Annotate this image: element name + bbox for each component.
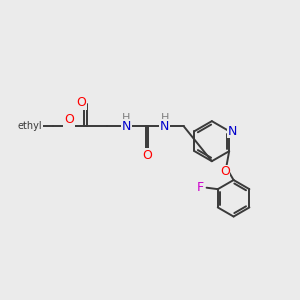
Text: N: N xyxy=(160,120,169,133)
Text: N: N xyxy=(122,120,131,133)
Text: N: N xyxy=(227,125,237,138)
Text: O: O xyxy=(220,165,230,178)
Text: F: F xyxy=(197,181,204,194)
Text: O: O xyxy=(142,148,152,161)
Text: O: O xyxy=(64,113,74,127)
Text: ethyl: ethyl xyxy=(18,122,42,131)
Text: H: H xyxy=(160,113,169,123)
Text: H: H xyxy=(122,113,130,123)
Text: O: O xyxy=(76,96,86,110)
